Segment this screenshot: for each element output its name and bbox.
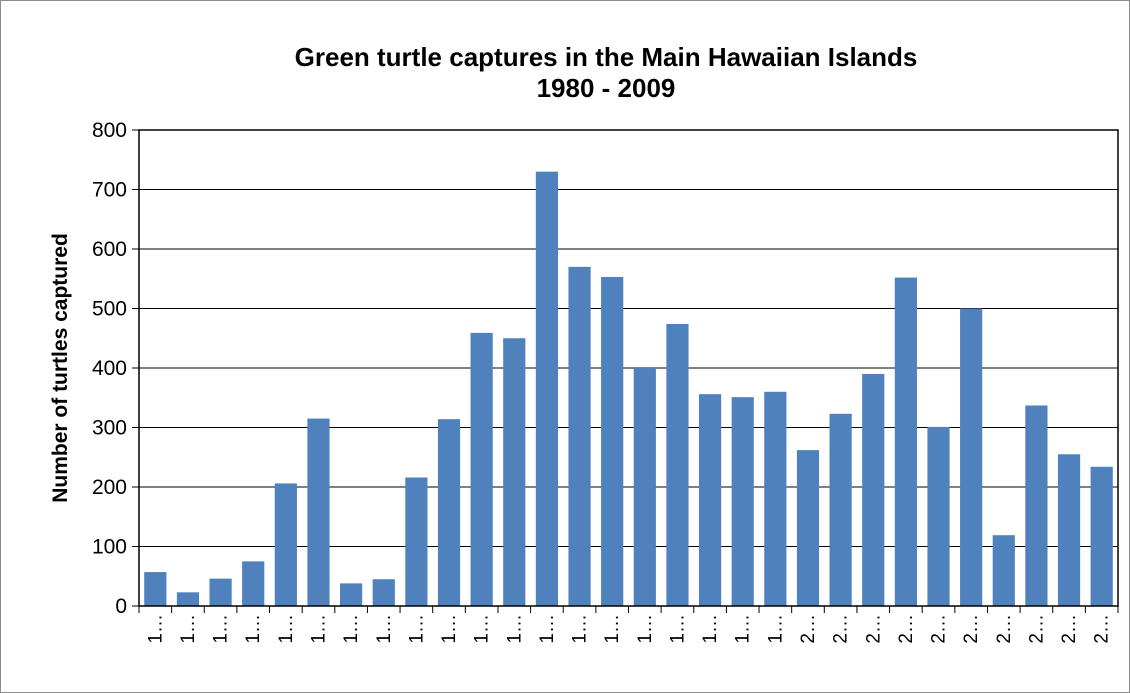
y-tick-label: 100: [92, 536, 127, 559]
axes: [138, 129, 1119, 607]
y-tick-label: 500: [92, 298, 127, 321]
x-tick-label: 1…: [374, 614, 395, 644]
chart-title-line-2: 1980 - 2009: [536, 73, 676, 103]
gridlines: [132, 129, 1119, 613]
bar: [1057, 454, 1081, 606]
y-tick-label: 700: [92, 179, 127, 202]
bar: [242, 561, 265, 606]
bar: [927, 426, 950, 606]
bar: [666, 323, 689, 606]
x-tick-label: 1…: [504, 614, 525, 644]
x-tick-label: 2…: [1092, 614, 1113, 644]
x-tick-label: 1…: [765, 614, 786, 644]
x-tick-label: 2…: [994, 614, 1015, 644]
bar: [340, 583, 363, 606]
x-tick-label: 1…: [537, 614, 558, 644]
bar: [633, 368, 656, 606]
x-tick-label: 1…: [733, 614, 754, 644]
bars: [144, 171, 1113, 606]
plot-area-border: [138, 129, 1119, 607]
bar: [829, 413, 852, 606]
x-tick-label: 2…: [798, 614, 819, 644]
x-tick-label: 2…: [831, 614, 852, 644]
chart-title-line-1: Green turtle captures in the Main Hawaii…: [294, 42, 918, 72]
x-tick-label: 2…: [1026, 614, 1047, 644]
y-tick-label: 0: [115, 595, 127, 618]
chart-title: Green turtle captures in the Main Hawaii…: [0, 42, 1130, 104]
x-tick-label: 2…: [1059, 614, 1080, 644]
bar: [176, 592, 200, 606]
x-tick-label: 1…: [700, 614, 721, 644]
x-tick-label: 1…: [570, 614, 591, 644]
bar: [796, 450, 820, 606]
bar: [862, 373, 885, 606]
x-tick-label: 1…: [667, 614, 688, 644]
x-tick-label: 1…: [341, 614, 362, 644]
x-tick-label: 1…: [308, 614, 329, 644]
x-tick-label: 1…: [472, 614, 493, 644]
y-tick-label: 300: [92, 417, 127, 440]
x-tick-label: 1…: [145, 614, 166, 644]
bar: [731, 397, 754, 606]
bar: [960, 308, 983, 606]
x-tick-label: 1…: [439, 614, 460, 644]
bar: [307, 418, 330, 606]
y-tick-label: 800: [92, 119, 127, 142]
bar: [503, 338, 526, 606]
x-tick-label: 1…: [406, 614, 427, 644]
x-tick-label: 2…: [961, 614, 982, 644]
bar: [764, 391, 787, 606]
bar: [1090, 466, 1113, 606]
bar: [274, 483, 297, 606]
y-tick-label: 600: [92, 238, 127, 261]
bar: [405, 477, 428, 606]
y-tick-label: 200: [92, 476, 127, 499]
bar: [601, 276, 624, 606]
bar: [568, 266, 591, 606]
bar: [535, 171, 559, 606]
bar: [144, 572, 167, 606]
y-axis-label: Number of turtles captured: [49, 233, 72, 503]
bar: [372, 579, 395, 606]
x-tick-label: 1…: [276, 614, 297, 644]
bar: [1025, 405, 1048, 606]
bar: [437, 419, 461, 606]
bar: [470, 332, 493, 606]
x-tick-label: 2…: [929, 614, 950, 644]
x-tick-label: 2…: [863, 614, 884, 644]
bar: [698, 394, 722, 606]
x-tick-labels: 1… 1… 1… 1… 1… 1… 1… 1… 1… 1… 1… 1… 1… 1… 1… 1… 1… 1… 1… 1……: [145, 614, 1112, 644]
x-tick-label: 2…: [896, 614, 917, 644]
x-tick-label: 1…: [635, 614, 656, 644]
y-tick-labels: 0 100 200 300 400 500 600 700 800: [92, 119, 127, 618]
bar: [894, 277, 917, 606]
x-tick-label: 1…: [602, 614, 623, 644]
x-tick-label: 1…: [243, 614, 264, 644]
x-tick-label: 1…: [211, 614, 232, 644]
y-tick-label: 400: [92, 357, 127, 380]
bar: [209, 578, 232, 606]
bar: [992, 535, 1015, 606]
x-tick-label: 1…: [178, 614, 199, 644]
